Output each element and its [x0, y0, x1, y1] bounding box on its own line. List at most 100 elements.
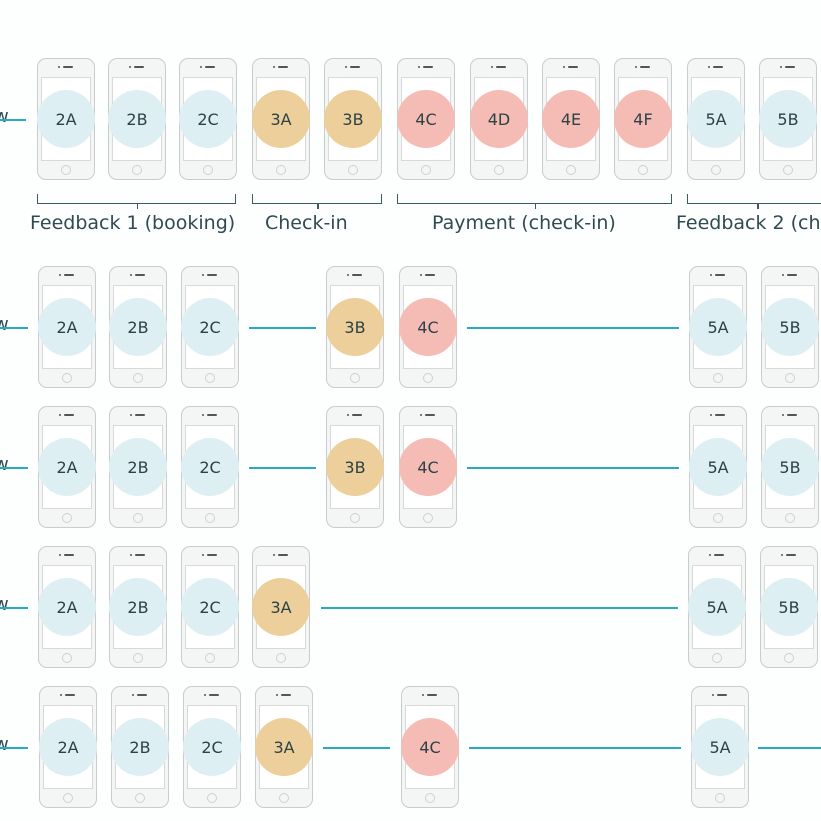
screen-badge-feedback: 2A: [38, 298, 96, 356]
camera-icon: [59, 414, 61, 416]
camera-icon: [130, 414, 132, 416]
speaker-icon: [135, 414, 145, 416]
phone-screen-5b[interactable]: 5B: [759, 58, 817, 180]
camera-icon: [200, 66, 202, 68]
home-button-icon: [423, 373, 433, 383]
phone-screen-2c[interactable]: 2C: [181, 546, 239, 668]
speaker-icon: [352, 414, 362, 416]
camera-icon: [710, 414, 712, 416]
camera-icon: [58, 66, 60, 68]
phone-screen-3a[interactable]: 3A: [252, 546, 310, 668]
phone-screen-3a[interactable]: 3A: [252, 58, 310, 180]
speaker-icon: [278, 66, 288, 68]
phone-screen-2a[interactable]: 2A: [38, 406, 96, 528]
screen-badge-feedback: 5A: [687, 90, 745, 148]
screen-badge-feedback: 5A: [689, 438, 747, 496]
camera-icon: [782, 414, 784, 416]
phone-screen-5a[interactable]: 5A: [689, 266, 747, 388]
screen-badge-feedback: 2B: [109, 298, 167, 356]
camera-icon: [130, 554, 132, 556]
phone-screen-2c[interactable]: 2C: [181, 266, 239, 388]
phone-screen-2c[interactable]: 2C: [181, 406, 239, 528]
home-button-icon: [713, 513, 723, 523]
phone-screen-2b[interactable]: 2B: [109, 266, 167, 388]
screen-badge-checkin: 3A: [252, 90, 310, 148]
phone-screen-5a[interactable]: 5A: [687, 58, 745, 180]
screen-badge-payment: 4E: [542, 90, 600, 148]
row-label: w: [0, 454, 9, 475]
speaker-icon: [425, 274, 435, 276]
camera-icon: [202, 414, 204, 416]
phone-screen-2b[interactable]: 2B: [111, 686, 169, 808]
phone-screen-2b[interactable]: 2B: [109, 546, 167, 668]
phone-screen-2a[interactable]: 2A: [37, 58, 95, 180]
phone-screen-4c[interactable]: 4C: [399, 266, 457, 388]
phone-screen-4c[interactable]: 4C: [399, 406, 457, 528]
phone-screen-2b[interactable]: 2B: [108, 58, 166, 180]
phone-screen-5b[interactable]: 5B: [760, 546, 818, 668]
speaker-icon: [281, 694, 291, 696]
phone-screen-4e[interactable]: 4E: [542, 58, 600, 180]
phone-screen-5a[interactable]: 5A: [691, 686, 749, 808]
screen-badge-checkin: 3A: [252, 578, 310, 636]
camera-icon: [59, 274, 61, 276]
phone-screen-3b[interactable]: 3B: [324, 58, 382, 180]
speaker-icon: [715, 274, 725, 276]
screen-badge-payment: 4D: [470, 90, 528, 148]
phone-screen-2a[interactable]: 2A: [39, 686, 97, 808]
screen-badge-checkin: 3B: [326, 438, 384, 496]
group-bracket: [687, 194, 821, 209]
phone-screen-5b[interactable]: 5B: [761, 406, 819, 528]
connector-line: [0, 327, 28, 329]
phone-screen-3a[interactable]: 3A: [255, 686, 313, 808]
camera-icon: [132, 694, 134, 696]
speaker-icon: [352, 274, 362, 276]
speaker-icon: [717, 694, 727, 696]
phone-screen-2c[interactable]: 2C: [183, 686, 241, 808]
bracket-tick: [136, 203, 138, 209]
speaker-icon: [64, 274, 74, 276]
screen-badge-feedback: 2C: [183, 718, 241, 776]
home-button-icon: [784, 653, 794, 663]
speaker-icon: [350, 66, 360, 68]
camera-icon: [276, 694, 278, 696]
speaker-icon: [640, 66, 650, 68]
camera-icon: [59, 554, 61, 556]
speaker-icon: [715, 414, 725, 416]
phone-screen-3b[interactable]: 3B: [326, 266, 384, 388]
home-button-icon: [566, 165, 576, 175]
home-button-icon: [785, 513, 795, 523]
speaker-icon: [134, 66, 144, 68]
speaker-icon: [135, 554, 145, 556]
phone-screen-5b[interactable]: 5B: [761, 266, 819, 388]
screen-badge-feedback: 2B: [109, 578, 167, 636]
speaker-icon: [787, 414, 797, 416]
home-button-icon: [133, 373, 143, 383]
phone-screen-5a[interactable]: 5A: [689, 406, 747, 528]
home-button-icon: [276, 165, 286, 175]
home-button-icon: [783, 165, 793, 175]
home-button-icon: [423, 513, 433, 523]
home-button-icon: [712, 653, 722, 663]
home-button-icon: [62, 373, 72, 383]
camera-icon: [345, 66, 347, 68]
screen-badge-feedback: 5B: [761, 298, 819, 356]
phone-screen-2b[interactable]: 2B: [109, 406, 167, 528]
speaker-icon: [65, 694, 75, 696]
connector-line: [758, 747, 821, 749]
camera-icon: [780, 66, 782, 68]
home-button-icon: [133, 513, 143, 523]
phone-screen-4f[interactable]: 4F: [614, 58, 672, 180]
phone-screen-4c[interactable]: 4C: [397, 58, 455, 180]
phone-screen-2c[interactable]: 2C: [179, 58, 237, 180]
phone-screen-5a[interactable]: 5A: [688, 546, 746, 668]
phone-screen-3b[interactable]: 3B: [326, 406, 384, 528]
phone-screen-4c[interactable]: 4C: [401, 686, 459, 808]
group-label: Payment (check-in): [432, 212, 616, 234]
phone-screen-4d[interactable]: 4D: [470, 58, 528, 180]
phone-screen-2a[interactable]: 2A: [38, 546, 96, 668]
camera-icon: [710, 274, 712, 276]
phone-screen-2a[interactable]: 2A: [38, 266, 96, 388]
speaker-icon: [207, 414, 217, 416]
screen-badge-payment: 4C: [401, 718, 459, 776]
